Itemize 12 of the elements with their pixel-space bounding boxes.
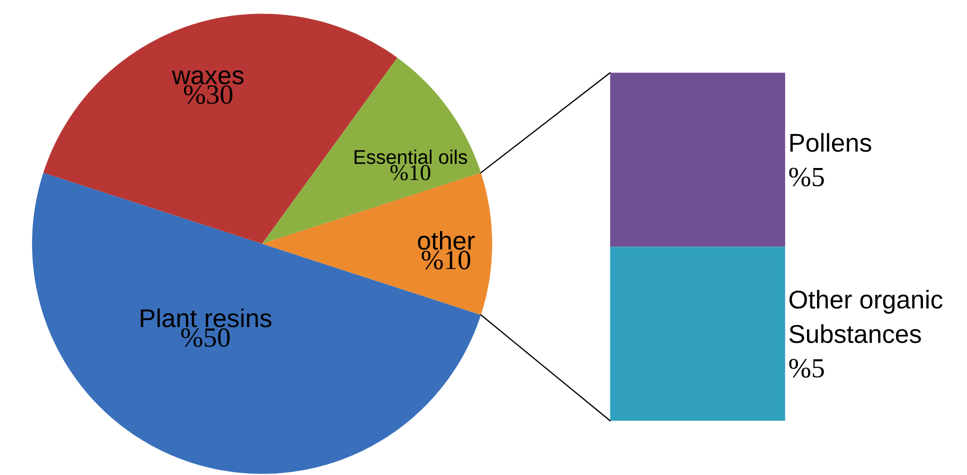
- data-label: %5: [789, 359, 824, 378]
- data-label: %50: [181, 328, 230, 348]
- slice-label: Essential oils: [354, 150, 468, 164]
- data-label: %10: [390, 165, 430, 180]
- slice-label: waxes: [172, 70, 244, 84]
- series-label: Other organic Substances: [789, 290, 942, 344]
- data-label: %5: [789, 168, 824, 186]
- data-label: %30: [184, 85, 232, 104]
- series-label: Pollens: [790, 133, 872, 152]
- slice-label: Plant resins: [140, 308, 272, 328]
- slice-label: other: [418, 231, 475, 250]
- data-label: %10: [422, 250, 470, 270]
